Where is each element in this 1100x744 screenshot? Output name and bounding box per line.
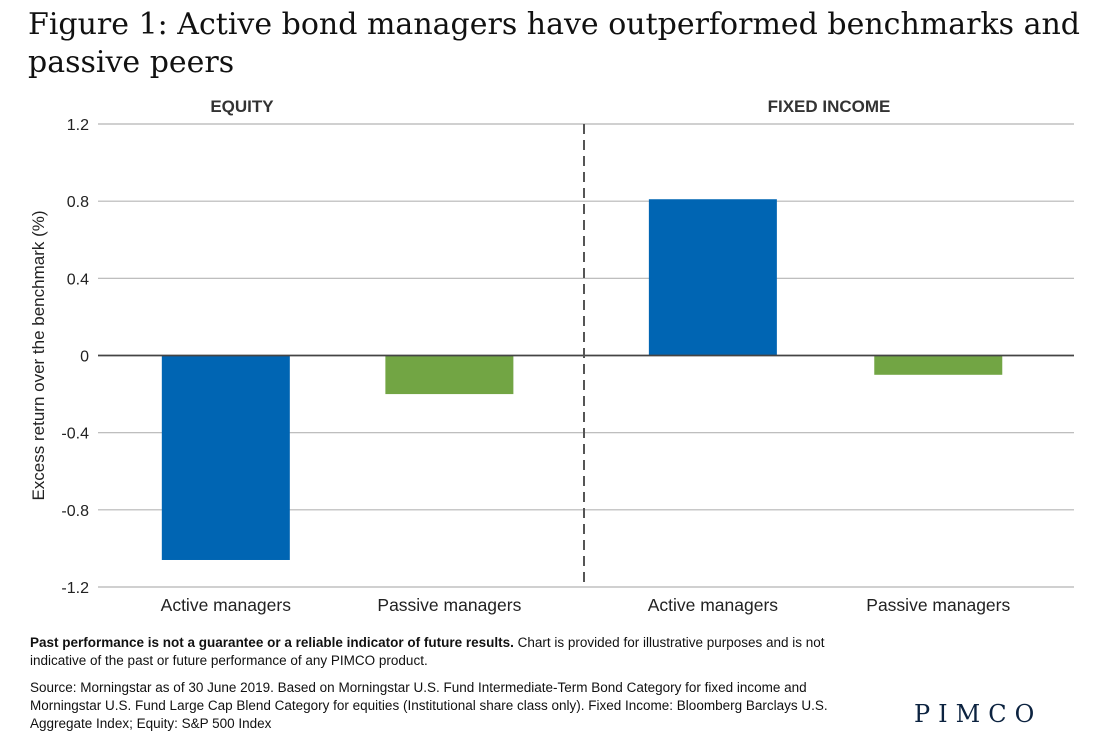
bar [385, 355, 514, 395]
bar [648, 199, 777, 356]
y-tick-label: 0.8 [67, 194, 89, 211]
y-tick-label: -0.8 [61, 503, 89, 520]
y-tick-label: -0.4 [61, 426, 89, 443]
category-label: Active managers [648, 595, 779, 615]
y-axis-ticks: 1.2 0.8 0.4 0 -0.4 -0.8 -1.2 [61, 117, 89, 597]
group-labels: EQUITY FIXED INCOME [210, 97, 890, 116]
chart-title: Figure 1: Active bond managers have outp… [28, 7, 1080, 80]
disclaimer-text: Chart is provided for illustrative purpo… [30, 635, 825, 668]
y-tick-label: -1.2 [61, 580, 89, 597]
bar-chart: 1.2 0.8 0.4 0 -0.4 -0.8 -1.2 Active managers Pa… [29, 97, 1074, 615]
category-label: Passive managers [377, 595, 521, 615]
y-tick-label: 0.4 [67, 271, 89, 288]
category-label: Passive managers [866, 595, 1010, 615]
category-labels: Active managers Passive managers Active ma… [161, 595, 1011, 615]
source-note: Source: Morningstar as of 30 June 2019. … [30, 680, 828, 731]
group-label: EQUITY [210, 97, 274, 116]
group-label: FIXED INCOME [768, 97, 891, 116]
y-tick-label: 1.2 [67, 117, 89, 134]
bars [161, 199, 1003, 560]
y-tick-label: 0 [80, 349, 89, 366]
bar [874, 355, 1003, 375]
bar [161, 355, 290, 560]
category-label: Active managers [161, 595, 292, 615]
disclaimer: Past performance is not a guarantee or a… [30, 634, 860, 670]
disclaimer-bold: Past performance is not a guarantee or a… [30, 635, 514, 650]
pimco-logo: PIMCO [914, 700, 1043, 728]
y-axis-label: Excess return over the benchmark (%) [29, 210, 48, 500]
